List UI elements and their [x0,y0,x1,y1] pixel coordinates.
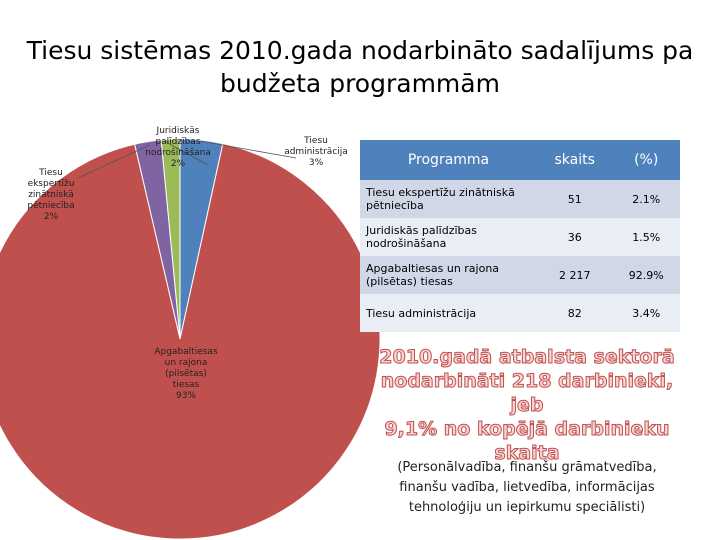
leader-line-ekspertizu [77,144,151,179]
row-count: 82 [537,294,613,332]
highlight-line-2: nodarbināti 218 darbinieki, jeb [380,370,674,417]
row-program-name: Juridiskās palīdzības nodrošināšana [360,218,537,256]
table-row: Juridiskās palīdzības nodrošināšana 36 1… [360,218,680,256]
page-title-line-2: budžeta programmām [220,69,500,98]
slice-label-line: Tiesu [39,168,63,178]
table-row: Tiesu ekspertīžu zinātniskā pētniecība 5… [360,180,680,218]
slice-label-tiesu-administracija: Tiesu administrācija 3% [280,136,352,169]
highlight-line-1: 2010.gadā atbalsta sektorā [379,346,675,369]
slice-label-line: tiesas [172,380,200,390]
table-row: Tiesu administrācija 82 3.4% [360,294,680,332]
highlight-line-3: 9,1% no kopējā darbinieku [384,418,670,441]
slice-label-line: (pilsētas) [165,369,207,379]
slice-label-line: ekspertīžu [27,179,75,189]
row-percent: 2.1% [612,180,680,218]
note-line-1: (Personālvadība, finanšu grāmatvedība, [397,460,657,475]
row-count: 2 217 [537,256,613,294]
slice-apgabaltiesas [0,143,381,540]
slice-label-line: palīdzības [155,137,201,147]
slice-label-percent: 3% [308,158,324,168]
slice-label-tiesu-ekspertizu: Tiesu ekspertīžu zinātniskā pētniecība 2… [26,168,76,223]
row-program-name: Apgabaltiesas un rajona (pilsētas) tiesa… [360,256,537,294]
support-staff-note: (Personālvadība, finanšu grāmatvedība, f… [362,458,692,518]
header-skaits: skaits [537,140,613,180]
row-program-name: Tiesu administrācija [360,294,537,332]
row-count: 51 [537,180,613,218]
note-line-3: tehnoloģiju un iepirkumu speciālisti) [408,500,646,515]
row-count: 36 [537,218,613,256]
header-percent: (%) [612,140,680,180]
slice-label-line: un rajona [164,358,208,368]
row-percent: 92.9% [612,256,680,294]
slice-label-line: administrācija [284,147,348,157]
row-percent: 1.5% [612,218,680,256]
support-sector-highlight: 2010.gadā atbalsta sektorā nodarbināti 2… [362,345,692,465]
slice-label-line: zinātniskā [28,190,74,200]
slice-label-line: Juridiskās [156,126,200,136]
slice-label-juridiskas-palidzibas: Juridiskās palīdzības nodrošināšana 2% [140,126,216,170]
leader-line-administracija [199,140,297,159]
slice-label-line: nodrošināšana [145,148,211,158]
slice-label-percent: 93% [175,391,196,401]
table-header-row: Programma skaits (%) [360,140,680,180]
leader-line-juridiskas [165,141,209,166]
row-program-name: Tiesu ekspertīžu zinātniskā pētniecība [360,180,537,218]
slice-label-line: Apgabaltiesas [154,347,218,357]
slice-label-line: Tiesu [304,136,328,146]
slice-label-apgabaltiesas: Apgabaltiesas un rajona (pilsētas) tiesa… [146,347,226,402]
page-title-line-1: Tiesu sistēmas 2010.gada nodarbināto sad… [26,36,694,65]
header-programma: Programma [360,140,537,180]
slice-label-percent: 2% [170,159,186,169]
note-line-2: finanšu vadība, lietvedība, informācijas [399,480,655,495]
highlight-line-4: skaita [494,442,560,465]
page-title: Tiesu sistēmas 2010.gada nodarbināto sad… [0,34,720,100]
table-row: Apgabaltiesas un rajona (pilsētas) tiesa… [360,256,680,294]
slice-label-percent: 2% [43,212,59,222]
row-percent: 3.4% [612,294,680,332]
slice-label-line: pētniecība [27,201,75,211]
programs-table: Programma skaits (%) Tiesu ekspertīžu zi… [360,140,680,332]
